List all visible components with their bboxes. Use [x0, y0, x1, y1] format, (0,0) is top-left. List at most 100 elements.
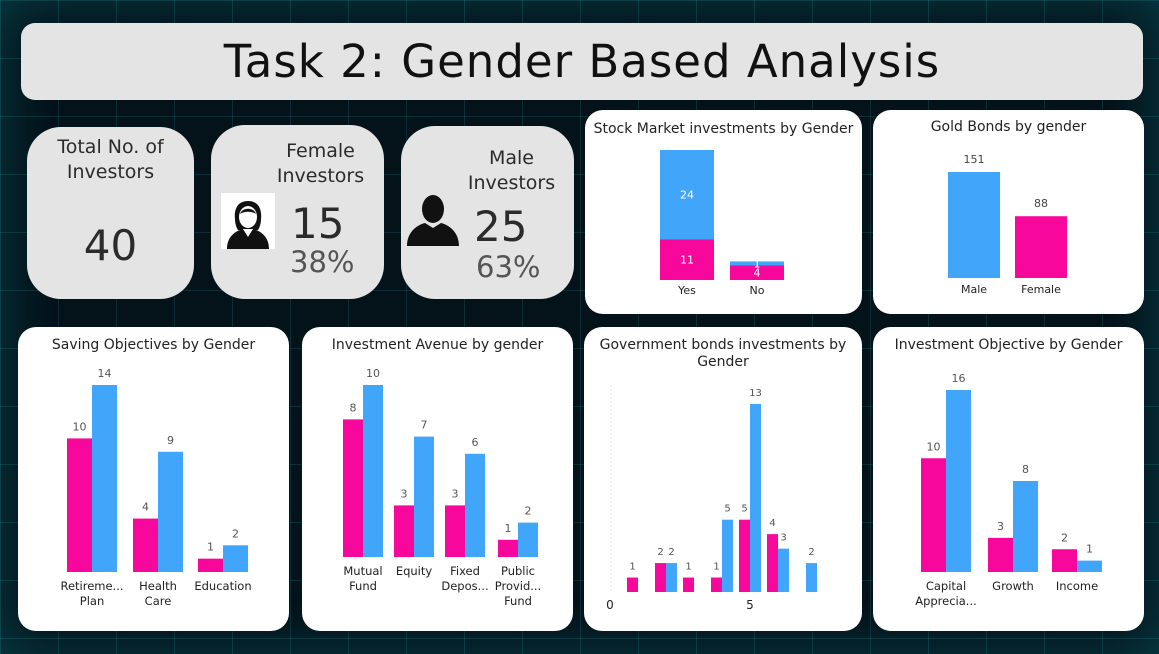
data-label: 2 — [657, 547, 663, 558]
bar-female — [67, 438, 92, 572]
kpi-male-label-line2: Investors — [467, 172, 556, 194]
bar-male — [414, 436, 434, 557]
kpi-total-value: 40 — [83, 221, 138, 270]
kpi-total-label-line1: Total No. of — [57, 136, 164, 158]
kpi-total-label: Total No. of Investors — [27, 135, 194, 185]
stock-market-chart-title: Stock Market investments by Gender — [593, 121, 854, 137]
gold-bonds-chart-title: Gold Bonds by gender — [930, 119, 1087, 135]
x-tick-label: Growth — [992, 579, 1034, 593]
x-tick-label: Fund — [349, 579, 377, 593]
kpi-female-value: 15 — [291, 199, 345, 248]
title-bar: Task 2: Gender Based Analysis — [21, 23, 1143, 100]
x-tick-label: Provid... — [495, 579, 542, 593]
gold-bonds-chart-card[interactable]: Gold Bonds by gender 151 Male 88 Female — [873, 110, 1144, 314]
x-tick-label: Health — [139, 579, 177, 593]
x-tick-label: Fund — [504, 594, 532, 608]
data-label: 1 — [754, 257, 761, 270]
bar-female — [627, 577, 638, 592]
male-user-icon — [407, 195, 459, 246]
x-tick-label: Yes — [677, 284, 696, 297]
page-title: Task 2: Gender Based Analysis — [223, 35, 941, 88]
bar-male — [660, 150, 714, 240]
bar-male — [1013, 481, 1038, 572]
bar-male — [806, 563, 817, 592]
bar-female — [683, 577, 694, 592]
data-label: 6 — [472, 436, 479, 449]
government-bonds-title-line1: Government bonds investments by — [599, 337, 847, 353]
data-label: 16 — [952, 372, 966, 385]
data-label: 9 — [167, 434, 174, 447]
bar-female — [498, 539, 518, 557]
x-tick-label: Income — [1056, 579, 1098, 593]
x-tick-label: Fixed — [450, 564, 480, 578]
kpi-female-label-line1: Female — [286, 140, 355, 162]
bar-female — [394, 505, 414, 557]
saving-objectives-chart-card[interactable]: Saving Objectives by Gender 10 14 Retireme… — [18, 327, 289, 631]
data-label: 10 — [927, 440, 941, 453]
x-tick-label: Apprecia... — [915, 594, 977, 608]
data-label: 1 — [505, 522, 512, 535]
bar-female — [343, 419, 363, 557]
stock-market-chart-card[interactable]: Stock Market investments by Gender 11 24 Y… — [585, 110, 862, 314]
x-tick-label: 5 — [746, 598, 754, 612]
government-bonds-chart-card[interactable]: Government bonds investments by Gender 1… — [584, 327, 862, 631]
data-label: 4 — [754, 267, 761, 280]
bar-male — [465, 453, 485, 557]
data-label: 13 — [749, 388, 762, 399]
bar-female — [988, 537, 1013, 572]
x-tick-label: Depos... — [441, 579, 488, 593]
kpi-total-card[interactable]: Total No. of Investors 40 — [27, 127, 194, 299]
kpi-female-label: Female Investors — [261, 139, 380, 189]
data-label: 88 — [1034, 197, 1048, 210]
bar-female — [730, 265, 784, 280]
investment-avenue-chart-card[interactable]: Investment Avenue by gender 8 10 Mutual Fun… — [302, 327, 573, 631]
data-label: 1 — [1086, 543, 1093, 556]
kpi-male-label: Male Investors — [449, 146, 574, 196]
data-label: 10 — [366, 367, 380, 380]
data-label: 11 — [680, 254, 694, 267]
data-label: 8 — [1022, 463, 1029, 476]
kpi-male-label-line1: Male — [488, 147, 534, 169]
gold-bonds-chart: 151 Male 88 Female — [948, 153, 1067, 296]
kpi-male-value: 25 — [474, 202, 528, 251]
bar-male — [750, 404, 761, 592]
bar-male — [1077, 560, 1102, 572]
kpi-male-card[interactable]: Male Investors 25 63% — [401, 126, 574, 299]
data-label: 2 — [668, 547, 674, 558]
x-tick-label: Care — [145, 594, 172, 608]
bar-female — [655, 563, 666, 592]
data-label: 151 — [964, 153, 985, 166]
bar-male — [730, 261, 784, 266]
data-label: 3 — [997, 520, 1004, 533]
data-label: 5 — [741, 504, 747, 515]
kpi-female-label-line2: Investors — [276, 165, 365, 187]
x-tick-label: Mutual — [343, 564, 382, 578]
government-bonds-title-line2: Gender — [697, 354, 749, 370]
x-tick-label: 0 — [606, 598, 614, 612]
data-label: 8 — [350, 401, 357, 414]
data-label: 5 — [724, 504, 730, 515]
bar-female — [921, 458, 946, 572]
data-label: 4 — [769, 518, 775, 529]
investment-avenue-chart: 810MutualFund37Equity36FixedDepos...12Pu… — [343, 367, 542, 608]
bar-male — [722, 519, 733, 592]
bar-female — [660, 239, 714, 280]
kpi-female-card[interactable]: Female Investors 15 38% — [211, 125, 384, 299]
kpi-female-pct: 38% — [290, 245, 355, 279]
bar-male — [363, 385, 383, 557]
bar-female — [198, 558, 223, 572]
bar-female — [445, 505, 465, 557]
investment-avenue-chart-title: Investment Avenue by gender — [331, 337, 544, 353]
female-user-icon — [221, 193, 275, 249]
bar-male — [666, 563, 677, 592]
x-tick-label: Education — [194, 579, 251, 593]
x-tick-label: Public — [501, 564, 535, 578]
investment-objective-chart-card[interactable]: Investment Objective by Gender 10 16 Capit… — [873, 327, 1144, 631]
bar-female — [133, 518, 158, 572]
data-label: 2 — [808, 547, 814, 558]
data-label: 3 — [401, 487, 408, 500]
data-label: 1 — [207, 541, 214, 554]
